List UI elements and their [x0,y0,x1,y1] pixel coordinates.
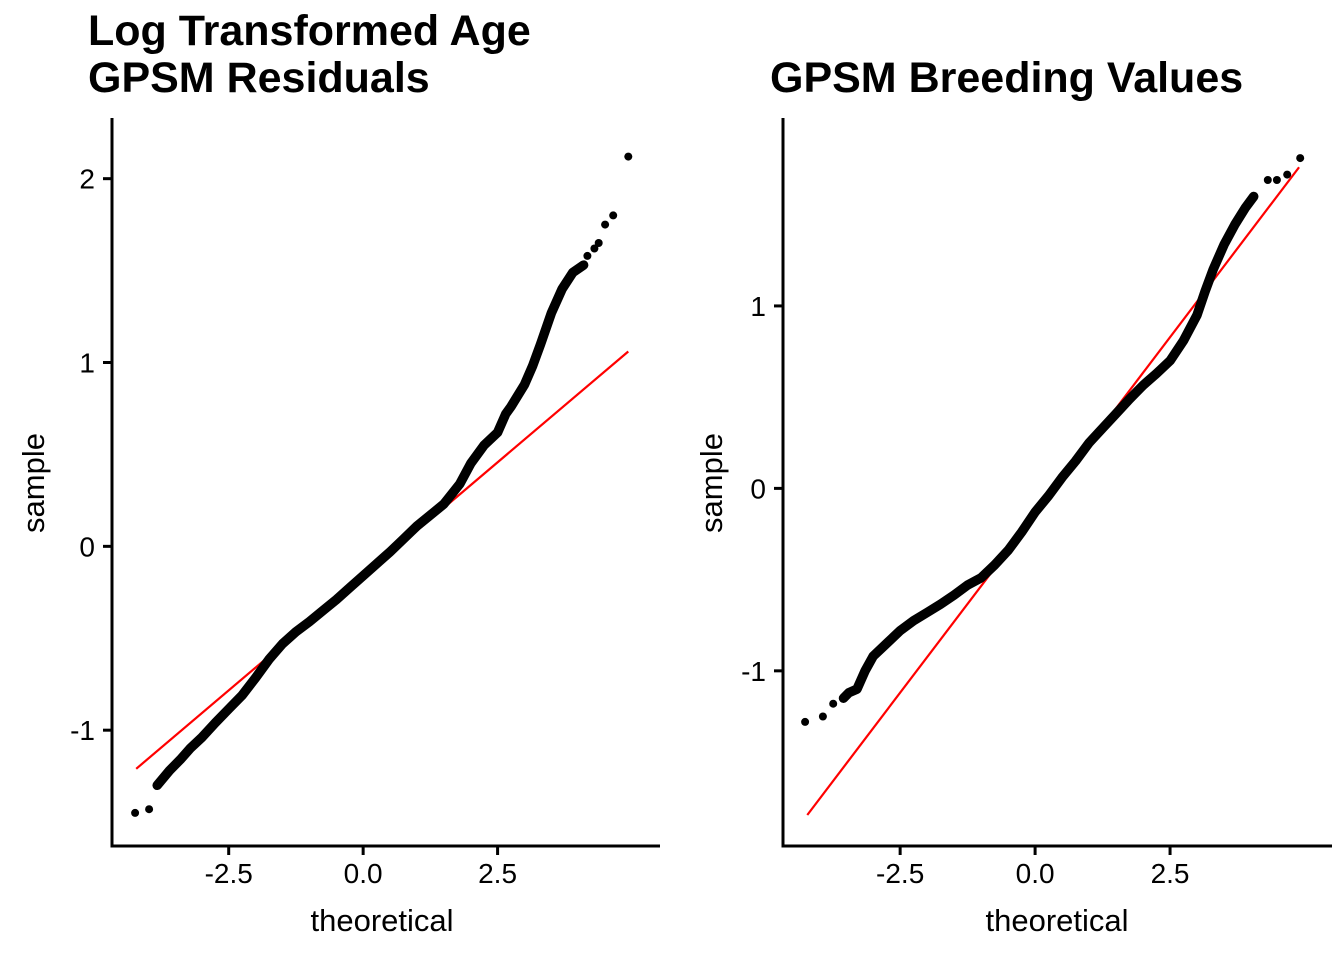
qq-panel-right: -2.5 0.0 2.5 1 0 -1 [741,118,1332,889]
axes-right [781,118,1332,848]
x-axis-title-left: theoretical [310,903,454,938]
y-tick-label: -1 [70,715,95,746]
data-point [609,211,618,220]
plot-title-right: GPSM Breeding Values [770,54,1244,102]
data-point [1283,170,1292,179]
y-tick-label: 1 [79,348,95,379]
x-tick-label: 2.5 [1151,858,1190,889]
qq-panel-left: -2.5 0.0 2.5 2 1 0 -1 [70,118,660,889]
data-point [601,220,610,229]
plot-title-left: Log Transformed Age GPSM Residuals [88,7,531,102]
data-point [1263,176,1272,184]
data-point [131,808,140,817]
y-tick-label: -1 [741,656,766,687]
y-tick-label: 2 [79,164,95,195]
x-tick-label: 0.0 [344,858,383,889]
data-point [829,699,838,708]
x-tick-label: 0.0 [1016,858,1055,889]
data-point [801,717,810,726]
data-point [594,239,603,247]
x-tick-label: 2.5 [478,858,517,889]
qq-point-band [152,260,589,791]
y-tick-label: 0 [79,531,95,562]
data-point [583,251,592,260]
y-tick-label: 0 [750,473,766,504]
data-point [818,712,827,721]
qq-point-band [838,191,1259,703]
data-point [1296,154,1305,163]
axes-left [110,118,660,848]
data-point [624,152,633,161]
data-point [590,244,599,253]
x-axis-title-right: theoretical [985,903,1129,938]
x-tick-label: -2.5 [876,858,924,889]
y-tick-label: 1 [750,291,766,322]
x-tick-label: -2.5 [205,858,253,889]
data-point [145,805,154,814]
data-point [1272,176,1281,184]
